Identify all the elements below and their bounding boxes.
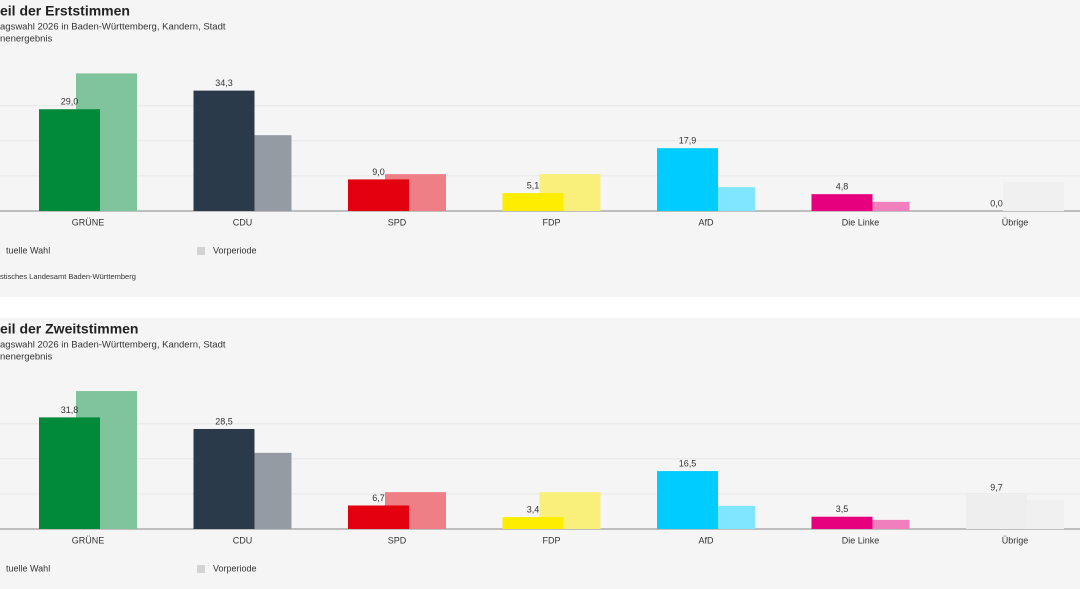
bar	[348, 505, 409, 529]
value-label: 0,0	[990, 198, 1003, 208]
bar	[193, 428, 255, 529]
value-label: 9,0	[372, 167, 385, 177]
bar	[39, 417, 100, 529]
bar	[193, 90, 255, 211]
bar	[1003, 182, 1064, 211]
chart-title: eil der Zweitstimmen	[0, 321, 138, 337]
bar	[848, 519, 910, 529]
chart-subtitle: agswahl 2026 in Baden-Württemberg, Kande…	[0, 22, 226, 33]
value-label: 4,8	[836, 182, 849, 192]
bar	[966, 494, 1027, 529]
bar	[657, 148, 718, 211]
x-tick-label: CDU	[233, 535, 253, 545]
x-tick-label: SPD	[388, 217, 407, 227]
bar	[811, 194, 873, 211]
value-label: 5,1	[527, 180, 540, 190]
x-tick-label: FDP	[543, 535, 561, 545]
legend-label: Vorperiode	[213, 563, 257, 573]
bar	[848, 201, 910, 211]
legend-label: tuelle Wahl	[6, 563, 50, 573]
value-label: 16,5	[679, 458, 697, 468]
panel	[0, 318, 1080, 589]
x-tick-label: GRÜNE	[72, 217, 105, 227]
chart: eil der Zweitstimmen agswahl 2026 in Bade…	[0, 321, 1080, 573]
bar	[657, 471, 718, 529]
value-label: 6,7	[372, 493, 385, 503]
panel	[0, 0, 1080, 297]
x-tick-label: Die Linke	[842, 217, 880, 227]
x-tick-label: GRÜNE	[72, 535, 105, 545]
x-tick-label: Übrige	[1002, 217, 1029, 227]
legend-swatch	[197, 565, 205, 573]
value-label: 34,3	[215, 78, 233, 88]
x-tick-label: AfD	[698, 535, 714, 545]
legend-swatch	[197, 247, 205, 255]
x-tick-label: CDU	[233, 217, 253, 227]
legend-label: Vorperiode	[213, 245, 257, 255]
value-label: 3,4	[527, 504, 540, 514]
source: stisches Landesamt Baden-Württemberg	[0, 272, 136, 281]
x-tick-label: AfD	[698, 217, 714, 227]
bar	[811, 516, 873, 529]
legend-label: tuelle Wahl	[6, 245, 50, 255]
bar	[502, 517, 564, 529]
chart-note: nenergebnis	[0, 34, 53, 45]
bar	[502, 193, 564, 211]
value-label: 9,7	[990, 482, 1003, 492]
value-label: 31,8	[61, 405, 79, 415]
chart-note: nenergebnis	[0, 352, 53, 363]
bar	[39, 109, 100, 211]
x-tick-label: Die Linke	[842, 535, 880, 545]
value-label: 17,9	[679, 136, 697, 146]
x-tick-label: Übrige	[1002, 535, 1029, 545]
chart-title: eil der Erststimmen	[0, 3, 130, 19]
chart-subtitle: agswahl 2026 in Baden-Württemberg, Kande…	[0, 340, 226, 351]
value-label: 29,0	[61, 97, 79, 107]
bar	[348, 179, 409, 211]
x-tick-label: SPD	[388, 535, 407, 545]
chart: eil der Erststimmen agswahl 2026 in Baden…	[0, 3, 1080, 281]
value-label: 3,5	[836, 504, 849, 514]
x-tick-label: FDP	[543, 217, 561, 227]
value-label: 28,5	[215, 416, 233, 426]
